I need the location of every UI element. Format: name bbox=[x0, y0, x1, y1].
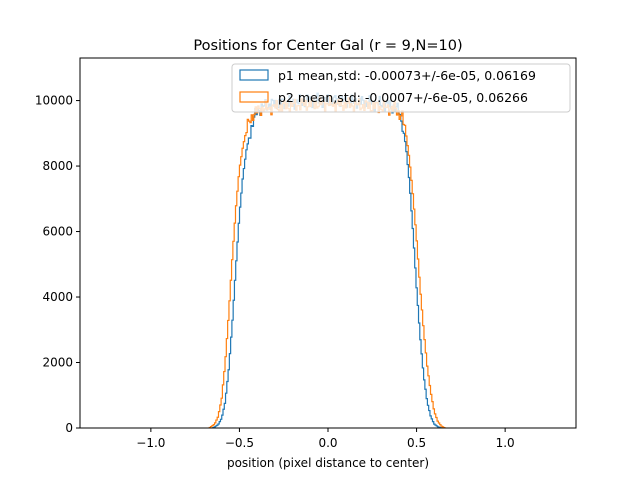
y-tick-label: 8000 bbox=[42, 159, 73, 173]
x-tick-label: −0.5 bbox=[225, 436, 254, 450]
y-tick-label: 0 bbox=[65, 421, 73, 435]
legend: p1 mean,std: -0.00073+/-6e-05, 0.06169 p2… bbox=[231, 63, 571, 113]
x-axis-ticks: −1.0 −0.5 0.0 0.5 1.0 bbox=[136, 428, 515, 450]
x-tick-label: 1.0 bbox=[496, 436, 515, 450]
y-axis-ticks: 0 2000 4000 6000 8000 10000 bbox=[35, 94, 80, 435]
y-tick-label: 2000 bbox=[42, 356, 73, 370]
plot-area bbox=[208, 92, 446, 429]
x-tick-label: −1.0 bbox=[136, 436, 165, 450]
legend-swatch bbox=[239, 69, 269, 81]
y-tick-label: 6000 bbox=[42, 225, 73, 239]
legend-label: p1 mean,std: -0.00073+/-6e-05, 0.06169 bbox=[278, 68, 536, 83]
x-tick-label: 0.0 bbox=[318, 436, 337, 450]
legend-swatch bbox=[239, 91, 269, 103]
x-axis-label: position (pixel distance to center) bbox=[227, 456, 429, 470]
y-tick-label: 10000 bbox=[35, 94, 73, 108]
axes-frame bbox=[79, 57, 577, 429]
y-tick-label: 4000 bbox=[42, 290, 73, 304]
x-tick-label: 0.5 bbox=[407, 436, 426, 450]
legend-label: p2 mean,std: -0.0007+/-6e-05, 0.06266 bbox=[278, 90, 528, 105]
histogram-series-2 bbox=[208, 95, 446, 429]
chart-title: Positions for Center Gal (r = 9,N=10) bbox=[193, 38, 462, 54]
legend-box bbox=[231, 63, 571, 113]
